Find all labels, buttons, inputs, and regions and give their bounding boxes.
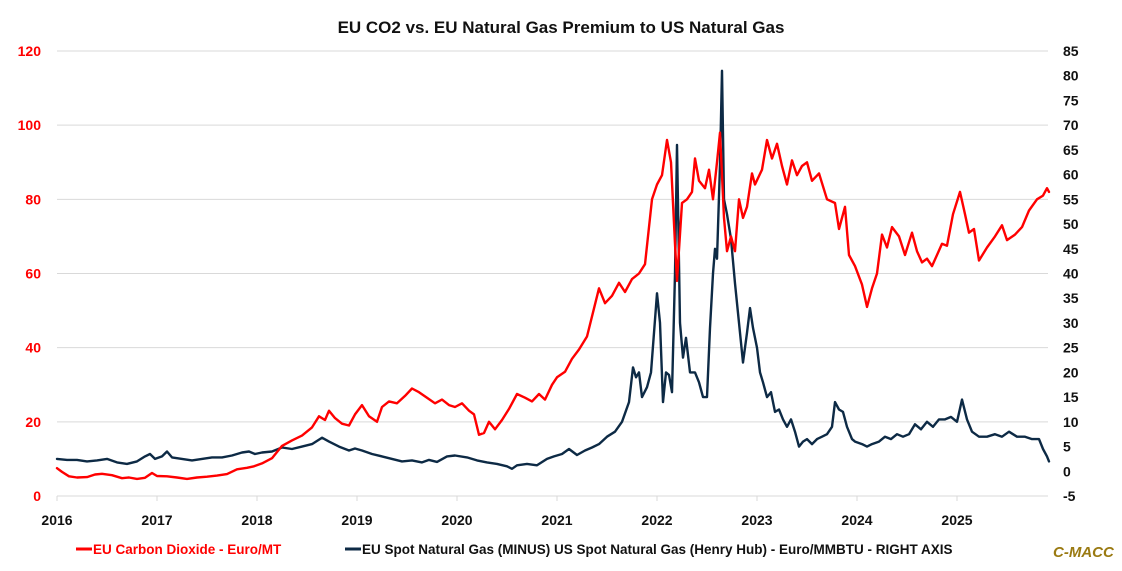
right-tick-label: 60	[1063, 167, 1079, 183]
right-tick-label: 85	[1063, 43, 1079, 59]
series-layer	[55, 69, 1051, 481]
x-tick-label: 2022	[641, 512, 672, 528]
right-axis-ticks: -5 0 5 10 15 20 25 30 35 40 45 50 55 60 65 70 75 80 85	[1063, 43, 1079, 504]
right-tick-label: 70	[1063, 117, 1079, 133]
right-tick-label: 5	[1063, 439, 1071, 455]
right-tick-label: 45	[1063, 241, 1079, 257]
left-tick-label: 100	[18, 117, 42, 133]
legend-label-gas: EU Spot Natural Gas (MINUS) US Spot Natu…	[362, 542, 953, 557]
x-tick-label: 2024	[841, 512, 872, 528]
right-tick-label: 40	[1063, 266, 1079, 282]
right-tick-label: 80	[1063, 68, 1079, 84]
right-tick-label: -5	[1063, 488, 1076, 504]
right-tick-label: 30	[1063, 315, 1079, 331]
x-axis-ticks: 2016 2017 2018 2019 2020 2021 2022 2023 2024 2025	[41, 495, 1048, 528]
chart-title: EU CO2 vs. EU Natural Gas Premium to US …	[338, 18, 785, 37]
x-tick-label: 2020	[441, 512, 472, 528]
gridlines	[57, 50, 1048, 497]
legend-label-co2: EU Carbon Dioxide - Euro/MT	[93, 542, 282, 557]
x-tick-label: 2018	[241, 512, 272, 528]
left-axis-ticks: 0 20 40 60 80 100 120	[18, 43, 42, 504]
x-tick-label: 2019	[341, 512, 372, 528]
left-tick-label: 80	[25, 191, 41, 207]
left-tick-label: 20	[25, 414, 41, 430]
right-tick-label: 65	[1063, 142, 1079, 158]
legend-item-gas[interactable]: EU Spot Natural Gas (MINUS) US Spot Natu…	[345, 542, 953, 557]
right-tick-label: 0	[1063, 463, 1071, 479]
series-line-eu-co2	[55, 131, 1051, 481]
legend-item-co2[interactable]: EU Carbon Dioxide - Euro/MT	[76, 542, 282, 557]
left-tick-label: 0	[33, 488, 41, 504]
right-tick-label: 75	[1063, 92, 1079, 108]
x-tick-label: 2021	[541, 512, 572, 528]
right-tick-label: 10	[1063, 414, 1079, 430]
left-tick-label: 40	[25, 340, 41, 356]
right-tick-label: 35	[1063, 290, 1079, 306]
series-line-eu-us-gas-spread	[55, 69, 1051, 470]
left-tick-label: 120	[18, 43, 42, 59]
x-tick-label: 2017	[141, 512, 172, 528]
right-tick-label: 25	[1063, 340, 1079, 356]
x-tick-label: 2025	[941, 512, 972, 528]
right-tick-label: 15	[1063, 389, 1079, 405]
right-tick-label: 55	[1063, 191, 1079, 207]
x-tick-label: 2023	[741, 512, 772, 528]
right-tick-label: 20	[1063, 364, 1079, 380]
brand-logo: C-MACC	[1053, 544, 1115, 561]
legend: EU Carbon Dioxide - Euro/MT EU Spot Natu…	[76, 542, 953, 557]
right-tick-label: 50	[1063, 216, 1079, 232]
left-tick-label: 60	[25, 266, 41, 282]
x-tick-label: 2016	[41, 512, 72, 528]
